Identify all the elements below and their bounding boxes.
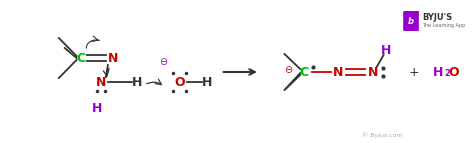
Text: b: b	[408, 16, 414, 25]
Text: +: +	[409, 65, 419, 79]
Text: The Learning App: The Learning App	[422, 23, 465, 28]
Text: H: H	[433, 65, 444, 79]
Text: N: N	[108, 51, 118, 64]
Text: H: H	[202, 76, 212, 89]
Text: ⊖: ⊖	[284, 65, 292, 75]
Text: H: H	[132, 76, 143, 89]
Text: H: H	[92, 102, 102, 115]
Text: N: N	[333, 65, 344, 79]
FancyBboxPatch shape	[403, 11, 419, 31]
Text: H: H	[381, 43, 392, 56]
Text: N: N	[367, 65, 378, 79]
Text: © Byjus.com: © Byjus.com	[362, 132, 403, 138]
Text: N: N	[96, 76, 106, 89]
Text: C: C	[300, 65, 309, 79]
Text: O: O	[174, 76, 185, 89]
Text: C: C	[76, 51, 85, 64]
Text: 2: 2	[445, 69, 450, 79]
Text: O: O	[449, 65, 459, 79]
Text: BYJU'S: BYJU'S	[422, 13, 452, 22]
Text: ⊖: ⊖	[159, 57, 167, 67]
